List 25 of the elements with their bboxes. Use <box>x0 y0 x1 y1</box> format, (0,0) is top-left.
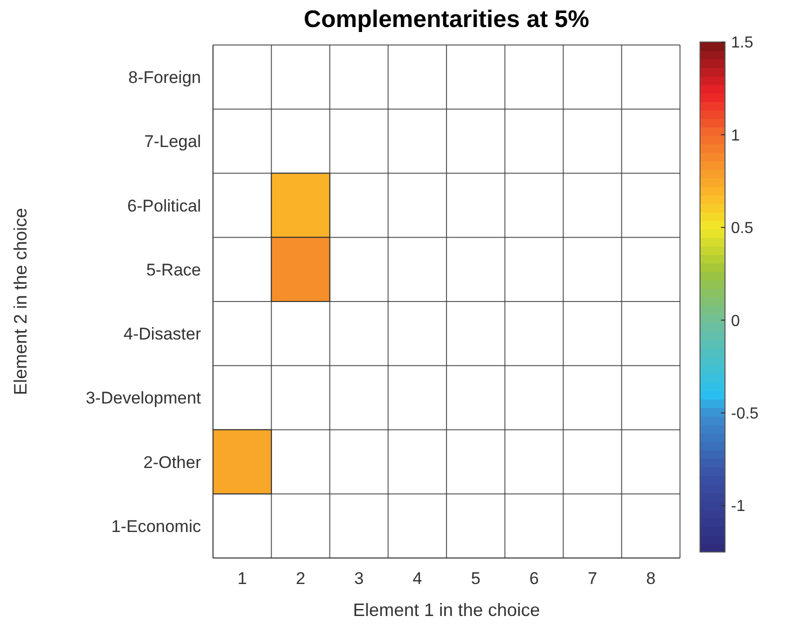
color-bar-label: 0.5 <box>731 220 754 238</box>
y-tick-label: 5-Race <box>146 260 201 280</box>
x-tick-label: 6 <box>529 569 539 588</box>
x-axis-title: Element 1 in the choice <box>352 600 540 620</box>
color-bar-label: -1 <box>731 498 746 516</box>
y-tick-label: 7-Legal <box>144 132 201 152</box>
x-tick-label: 5 <box>470 569 480 588</box>
color-bar-label: 1 <box>731 127 740 144</box>
y-tick-label: 2-Other <box>143 452 202 472</box>
x-tick-label: 4 <box>412 569 422 588</box>
y-tick-label: 3-Development <box>86 388 202 408</box>
x-tick-label: 1 <box>237 569 247 588</box>
color-bar-label: 0 <box>731 312 740 330</box>
x-tick-label: 8 <box>646 569 656 588</box>
x-tick-label: 7 <box>588 569 598 588</box>
chart-title: Complementarities at 5% <box>302 6 590 34</box>
y-tick-label: 1-Economic <box>111 516 202 536</box>
color-bar-label: 1.5 <box>731 34 754 52</box>
y-tick-label: 4-Disaster <box>124 324 202 344</box>
color-bar-label: -0.5 <box>731 406 759 423</box>
y-tick-label: 8-Foreign <box>128 68 201 88</box>
y-tick-label: 6-Political <box>127 196 201 216</box>
x-tick-label: 3 <box>354 569 364 588</box>
x-tick-label: 2 <box>296 569 306 588</box>
y-axis-title: Element 2 in the choice <box>10 208 30 396</box>
